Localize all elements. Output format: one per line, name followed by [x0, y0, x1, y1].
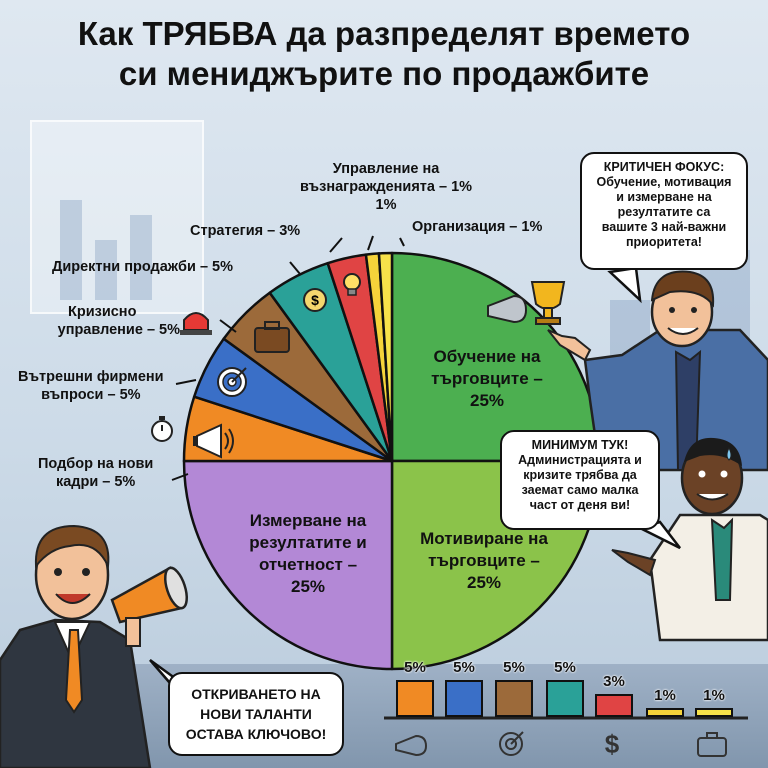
- background-bar: [130, 215, 152, 300]
- leader-line: [289, 261, 301, 275]
- dollar-icon: $: [303, 288, 327, 312]
- speech-bubble-minimum: МИНИМУМ ТУК! Администрацията и кризите т…: [500, 430, 660, 530]
- label-line: 25%: [290, 577, 326, 596]
- bar-5: [646, 708, 684, 717]
- bubble-line: Обучение, мотивация: [596, 175, 732, 189]
- leader-line: [219, 319, 237, 333]
- whistle-icon: [395, 734, 428, 757]
- whistle-icon: [487, 294, 528, 324]
- leader-lines: [171, 235, 405, 481]
- megaphone-icon: [193, 423, 234, 459]
- pie-slice-2: [182, 459, 394, 671]
- bar-value-label: 5%: [503, 659, 525, 676]
- label-line: 25%: [469, 391, 505, 410]
- bar-1: [445, 680, 483, 717]
- label-line: възнагражденията – 1%: [300, 179, 473, 195]
- leader-line: [175, 379, 197, 385]
- label-direct-sales: Директни продажби – 5%: [52, 259, 234, 275]
- pie-slice-9: [377, 251, 394, 463]
- label-measurement: Измерване на резултатите и отчетност – 2…: [228, 510, 388, 598]
- bar-value-label: 5%: [404, 659, 426, 676]
- target-icon: [217, 367, 247, 397]
- lightbulb-icon: [343, 273, 361, 296]
- label-line: търговците –: [431, 369, 543, 388]
- background-bar: [60, 200, 82, 300]
- background-panel: [30, 120, 204, 314]
- speech-bubble-critical: КРИТИЧЕН ФОКУС: Обучение, мотивация и из…: [580, 152, 748, 270]
- label-line: Обучение на: [433, 347, 541, 366]
- label-line: търговците –: [428, 551, 540, 570]
- bar-2: [495, 680, 533, 717]
- bubble-line: НОВИ ТАЛАНТИ: [200, 706, 312, 722]
- label-organization: Организация – 1%: [412, 219, 543, 235]
- megaphone-icon: [110, 566, 188, 647]
- label-line: кадри – 5%: [55, 474, 136, 490]
- bar-4: [595, 694, 633, 717]
- label-line: Измерване на: [249, 511, 367, 530]
- bubble-line: резултатите са: [617, 205, 711, 219]
- label-line: отчетност –: [258, 555, 358, 574]
- title-line: Как ТРЯБВА да разпределят времето: [77, 15, 691, 52]
- label-motivation: Мотивиране на търговците – 25%: [404, 528, 564, 594]
- label-line: резултатите и: [249, 533, 367, 552]
- bar-value-label: 5%: [453, 659, 475, 676]
- bar-value-label: 1%: [654, 687, 676, 704]
- bubble-line: и измерване на: [616, 190, 712, 204]
- bar-value-label: 3%: [603, 673, 625, 690]
- leader-line: [399, 237, 405, 247]
- label-line: въпроси – 5%: [41, 387, 141, 403]
- label-remuneration: Управление на възнагражденията – 1% 1%: [300, 160, 472, 214]
- bubble-line: ОТКРИВАНЕТО НА: [191, 686, 321, 702]
- bar-3: [546, 680, 584, 717]
- bubble-line: част от деня ви!: [529, 498, 631, 512]
- leader-line: [329, 237, 343, 253]
- pie-chart: [182, 251, 602, 671]
- label-internal: Вътрешни фирмени въпроси – 5%: [18, 368, 164, 404]
- bar-0: [396, 680, 434, 717]
- bubble-line: МИНИМУМ ТУК!: [531, 438, 629, 452]
- background-bar: [95, 240, 117, 300]
- manager-bottom-left-figure: [0, 524, 188, 768]
- label-line: 25%: [466, 573, 502, 592]
- bubble-line: заемат само малка: [521, 483, 639, 497]
- bar-value-label: 1%: [703, 687, 725, 704]
- label-line: Кризисно: [68, 304, 137, 320]
- bubble-line: приоритета!: [626, 235, 702, 249]
- label-strategy: Стратегия – 3%: [190, 223, 301, 239]
- mini-bar-chart: [396, 680, 733, 717]
- label-line: Мотивиране на: [420, 529, 548, 548]
- briefcase-icon: [697, 732, 727, 757]
- bubble-line: Администрацията и: [518, 453, 642, 467]
- bubble-line: кризите трябва да: [523, 468, 637, 482]
- bubble-line: КРИТИЧЕН ФОКУС:: [603, 160, 725, 174]
- page-title: Как ТРЯБВА да разпределят времето си мен…: [0, 14, 768, 94]
- label-line: Управление на: [332, 161, 440, 177]
- label-training: Обучение на търговците – 25%: [412, 346, 562, 412]
- svg-text:$: $: [311, 292, 319, 308]
- bubble-line: вашите 3 най-важни: [601, 220, 727, 234]
- bubble-tail: [607, 266, 642, 304]
- manager-bottom-right-figure: [611, 437, 768, 642]
- label-crisis: Кризисно управление – 5%: [30, 303, 180, 339]
- leader-line: [367, 235, 374, 251]
- title-line: си мениджърите по продажбите: [118, 55, 650, 92]
- dollar-icon: $: [605, 729, 620, 759]
- briefcase-icon: [254, 321, 290, 353]
- label-line: Подбор на нови: [38, 456, 154, 472]
- siren-icon: [180, 312, 212, 335]
- stopwatch-icon: [151, 416, 173, 442]
- label-line: Вътрешни фирмени: [18, 369, 164, 385]
- leader-line: [171, 473, 189, 481]
- bar-6: [695, 708, 733, 717]
- label-line: управление – 5%: [57, 322, 180, 338]
- label-recruit: Подбор на нови кадри – 5%: [38, 455, 153, 491]
- label-line: 1%: [375, 197, 397, 213]
- target-icon: [499, 731, 524, 756]
- speech-bubble-talent: ОТКРИВАНЕТО НА НОВИ ТАЛАНТИ ОСТАВА КЛЮЧО…: [168, 672, 344, 756]
- bar-value-label: 5%: [554, 659, 576, 676]
- bubble-line: ОСТАВА КЛЮЧОВО!: [185, 726, 327, 742]
- trophy-icon: [530, 281, 566, 325]
